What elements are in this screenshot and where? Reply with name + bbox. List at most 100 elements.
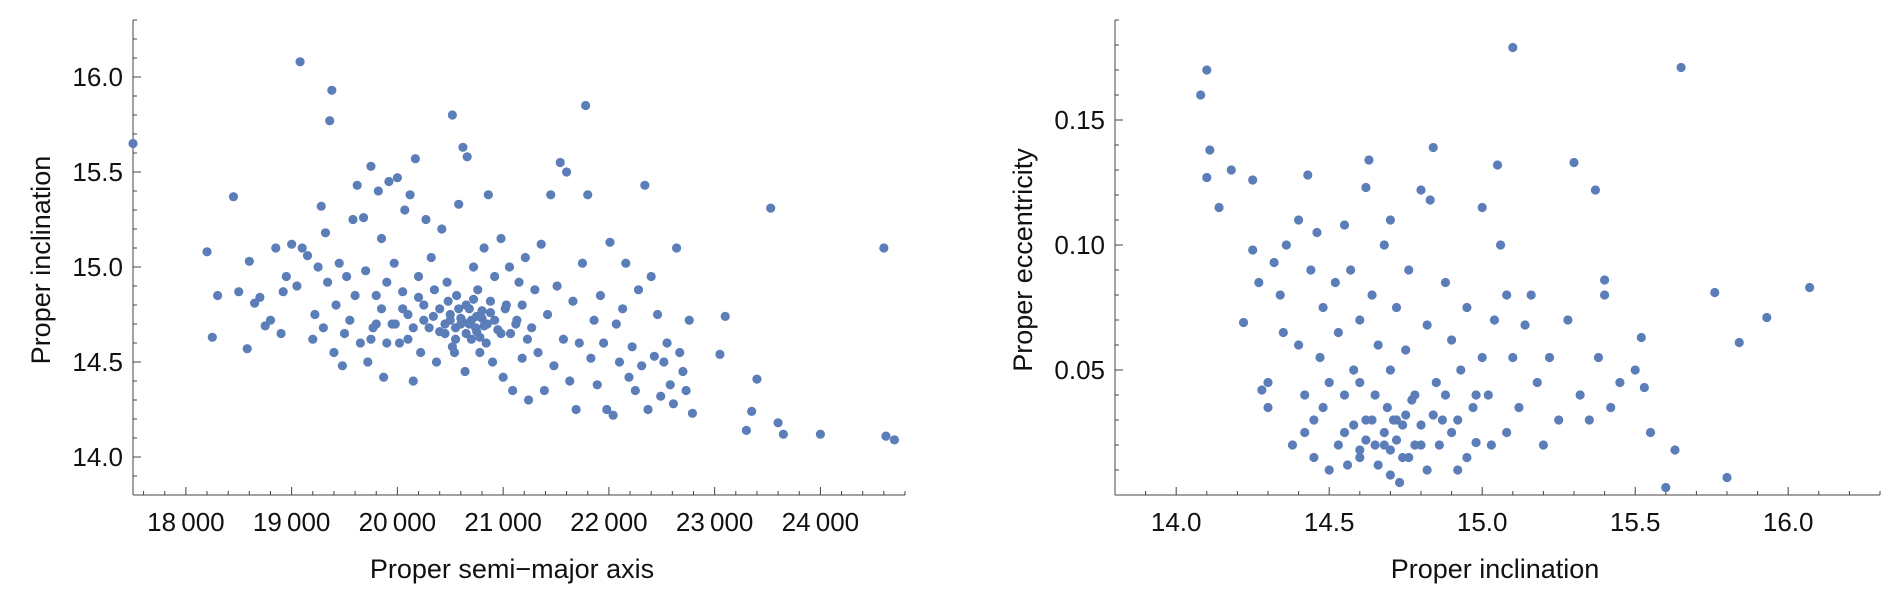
y-tick-label: 16.0 (72, 62, 123, 92)
data-point (1428, 410, 1438, 420)
data-point (1196, 90, 1206, 100)
data-point (1214, 202, 1224, 213)
data-point (633, 285, 644, 295)
data-point (1407, 395, 1417, 405)
data-point (586, 353, 596, 363)
data-point (435, 327, 445, 337)
data-point (426, 252, 436, 263)
data-point (555, 157, 565, 168)
data-point (371, 319, 381, 329)
y-tick-label: 0.10 (1054, 230, 1105, 260)
data-point (1462, 452, 1472, 463)
data-point (342, 271, 352, 282)
y-tick-label: 14.5 (72, 347, 123, 377)
data-point (1315, 352, 1325, 363)
data-point (1508, 42, 1518, 53)
data-point (475, 347, 485, 358)
data-point (568, 296, 578, 306)
data-point (715, 349, 725, 359)
data-point (1312, 227, 1322, 238)
data-point (1355, 445, 1365, 455)
data-point (297, 243, 307, 253)
data-point (1508, 352, 1518, 363)
data-point (1422, 465, 1432, 475)
x-tick-label: 20 000 (359, 507, 437, 537)
data-point (475, 332, 485, 342)
data-point (1300, 390, 1310, 400)
data-point (652, 309, 663, 320)
data-point (490, 315, 500, 325)
data-point (361, 266, 371, 276)
data-point (662, 338, 672, 348)
data-point (1502, 427, 1512, 438)
data-point (536, 239, 546, 249)
data-point (1367, 290, 1377, 300)
data-point (228, 192, 239, 202)
data-point (1394, 477, 1405, 488)
data-point (461, 300, 471, 310)
x-tick-label: 14.5 (1304, 507, 1355, 537)
data-point (542, 309, 553, 320)
data-point (599, 338, 609, 348)
data-point (752, 374, 762, 384)
data-point (815, 429, 825, 439)
data-point (1373, 460, 1383, 470)
data-point (1416, 185, 1426, 195)
data-point (1339, 390, 1350, 400)
data-point (1388, 415, 1399, 425)
data-point (881, 431, 891, 441)
data-point (1453, 465, 1463, 475)
data-point (398, 304, 408, 314)
data-point (1410, 440, 1420, 450)
data-point (276, 328, 286, 339)
data-point (1269, 257, 1279, 268)
data-point (1670, 445, 1680, 455)
data-point (766, 203, 776, 213)
data-point (468, 262, 479, 272)
data-point (1248, 175, 1258, 185)
data-point (605, 237, 615, 247)
data-point (504, 262, 515, 272)
x-tick-label: 16.0 (1763, 507, 1814, 537)
data-point (1385, 365, 1395, 375)
data-point (1584, 415, 1594, 425)
data-point (327, 85, 337, 95)
data-point (428, 311, 438, 321)
data-point (1361, 435, 1371, 445)
data-point (1532, 377, 1542, 388)
data-point (1734, 337, 1744, 348)
data-point (1639, 382, 1649, 393)
data-point (318, 323, 328, 333)
data-point (539, 385, 549, 396)
data-point (589, 315, 599, 325)
data-point (1349, 420, 1359, 430)
data-point (1563, 315, 1573, 325)
data-point (1468, 402, 1478, 413)
data-point (376, 304, 387, 314)
data-point (505, 328, 516, 339)
data-point (533, 347, 543, 358)
data-point (490, 271, 500, 282)
data-point (1391, 435, 1402, 445)
data-point (454, 199, 464, 209)
data-point (720, 311, 730, 321)
data-point (1447, 335, 1457, 345)
data-point (577, 258, 588, 268)
data-point (295, 57, 305, 67)
data-point (517, 353, 527, 363)
data-point (447, 342, 457, 352)
data-point (678, 366, 688, 377)
data-point (458, 317, 468, 327)
data-point (1477, 352, 1487, 363)
data-point (348, 214, 358, 225)
data-point (1379, 427, 1389, 438)
data-point (1606, 402, 1616, 413)
data-point (687, 408, 698, 418)
data-point (1661, 482, 1671, 493)
data-point (1575, 390, 1585, 400)
data-point (1437, 415, 1448, 425)
data-point (1398, 420, 1408, 430)
data-point (1379, 440, 1389, 450)
data-point (608, 410, 618, 420)
data-point (512, 315, 522, 325)
